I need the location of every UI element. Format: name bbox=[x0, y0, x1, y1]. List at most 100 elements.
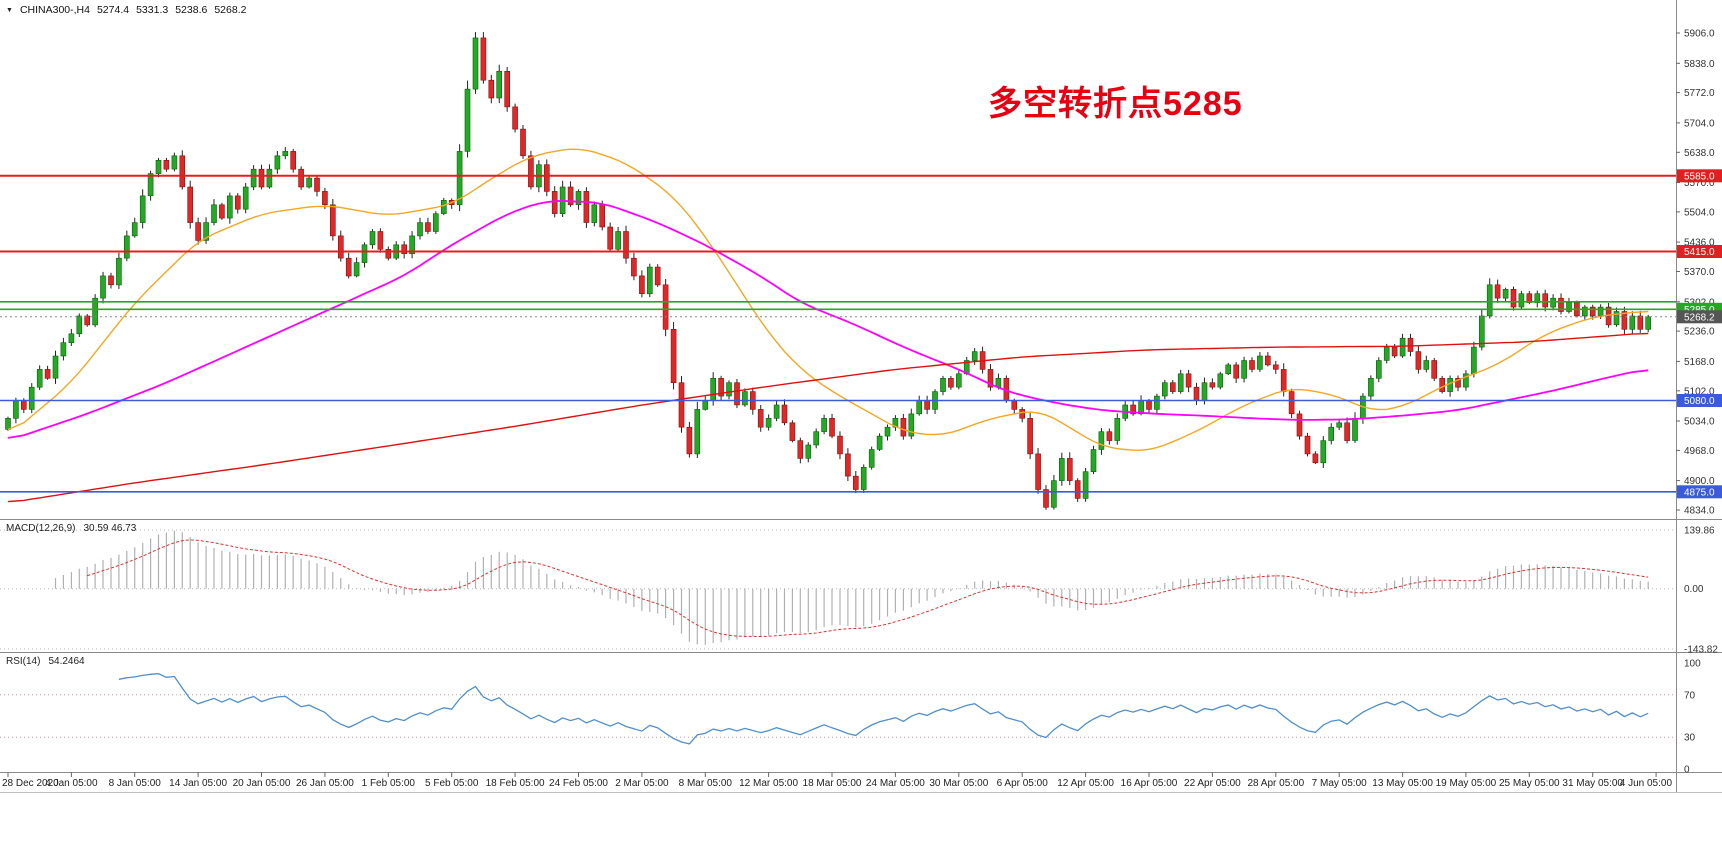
candle bbox=[417, 217, 423, 240]
candle bbox=[615, 227, 621, 251]
time-label: 26 Jan 05:00 bbox=[296, 778, 354, 789]
candle bbox=[322, 187, 328, 210]
candle bbox=[813, 428, 820, 449]
rsi-line bbox=[118, 673, 1649, 745]
candle bbox=[306, 175, 312, 189]
candle bbox=[686, 421, 693, 458]
candle bbox=[646, 263, 653, 298]
candle bbox=[1320, 436, 1327, 468]
candle bbox=[1447, 375, 1453, 397]
candle bbox=[242, 182, 249, 214]
candle bbox=[1043, 485, 1049, 510]
candle bbox=[892, 415, 899, 431]
time-label: 2 Mar 05:00 bbox=[615, 778, 669, 789]
candle bbox=[1589, 304, 1596, 320]
svg-text:4875.0: 4875.0 bbox=[1684, 487, 1715, 498]
candle bbox=[100, 271, 106, 304]
time-label: 25 May 05:00 bbox=[1499, 778, 1560, 789]
time-label: 1 Feb 05:00 bbox=[362, 778, 416, 789]
candle bbox=[282, 147, 289, 160]
candle bbox=[1376, 357, 1382, 383]
candle bbox=[1558, 293, 1564, 315]
time-label: 16 Apr 05:00 bbox=[1121, 778, 1178, 789]
candle bbox=[1352, 412, 1358, 443]
symbol-dropdown-icon[interactable]: ▼ bbox=[6, 6, 13, 14]
candle bbox=[76, 313, 83, 337]
candle bbox=[1471, 341, 1477, 378]
candle bbox=[124, 230, 130, 262]
candle bbox=[876, 433, 883, 451]
candle bbox=[1035, 448, 1041, 494]
svg-text:139.86: 139.86 bbox=[1684, 526, 1715, 537]
time-label: 14 Jan 05:00 bbox=[169, 778, 227, 789]
candle bbox=[187, 180, 193, 229]
rsi-panel: 100 70 30 0 bbox=[0, 659, 1701, 776]
candle bbox=[131, 217, 138, 238]
candle bbox=[369, 229, 376, 249]
candle bbox=[948, 375, 954, 390]
price-axis: 5906.0 5838.0 5772.0 5704.0 5638.0 5570.0 5504… bbox=[1676, 29, 1722, 517]
candle bbox=[1249, 357, 1255, 373]
candle bbox=[694, 401, 701, 458]
symbol-period-label: CHINA300-,H4 bbox=[19, 4, 90, 16]
rsi-indicator-label: RSI(14) 54.2464 bbox=[6, 656, 85, 667]
candle bbox=[92, 294, 98, 328]
candle bbox=[678, 376, 685, 433]
candle bbox=[1059, 452, 1065, 486]
candle bbox=[385, 246, 392, 261]
candle bbox=[702, 396, 709, 411]
candle bbox=[274, 151, 281, 174]
time-label: 20 Jan 05:00 bbox=[233, 778, 291, 789]
candle bbox=[1130, 400, 1136, 416]
candle bbox=[955, 370, 962, 390]
candle bbox=[1368, 375, 1374, 401]
candle bbox=[1336, 419, 1342, 430]
candle bbox=[1067, 452, 1073, 486]
ohlc-open-value: 5274.4 bbox=[96, 4, 130, 16]
svg-text:5570.0: 5570.0 bbox=[1684, 178, 1715, 189]
candle bbox=[916, 395, 923, 416]
chart-annotation-text: 多空转折点5285 bbox=[988, 85, 1243, 123]
candle bbox=[1566, 297, 1572, 314]
time-label: 4 Jan 05:00 bbox=[45, 778, 98, 789]
candle bbox=[1241, 356, 1247, 383]
price-tag: 5415.0 bbox=[1677, 245, 1722, 258]
candle bbox=[1225, 363, 1231, 375]
svg-text:5906.0: 5906.0 bbox=[1684, 29, 1715, 40]
candle bbox=[520, 125, 526, 159]
candle bbox=[36, 365, 43, 390]
candle bbox=[1273, 361, 1279, 374]
candle bbox=[845, 448, 851, 481]
candle bbox=[464, 80, 471, 158]
ma-mid-line bbox=[7, 199, 1649, 439]
time-label: 28 Apr 05:00 bbox=[1247, 778, 1304, 789]
candle bbox=[512, 103, 518, 133]
macd-name: MACD(12,26,9) bbox=[6, 523, 76, 534]
time-label: 24 Mar 05:00 bbox=[866, 778, 925, 789]
candle bbox=[425, 217, 431, 235]
candle bbox=[1463, 370, 1469, 391]
ohlc-close-value: 5268.2 bbox=[214, 4, 247, 16]
candle bbox=[1431, 358, 1437, 382]
candle bbox=[84, 314, 90, 327]
candle bbox=[1542, 289, 1548, 312]
candle bbox=[52, 350, 59, 384]
ohlc-high-value: 5331.3 bbox=[136, 4, 169, 16]
candle bbox=[781, 399, 788, 426]
candle bbox=[432, 211, 439, 234]
rsi-value: 54.2464 bbox=[48, 656, 85, 667]
candle bbox=[440, 197, 447, 216]
candle bbox=[179, 150, 186, 190]
candle bbox=[44, 365, 51, 380]
candle bbox=[1629, 311, 1636, 334]
candle bbox=[1082, 468, 1089, 502]
candle bbox=[1019, 407, 1026, 423]
svg-text:-143.82: -143.82 bbox=[1684, 645, 1718, 656]
candle bbox=[567, 181, 574, 207]
candle bbox=[219, 202, 225, 220]
candle bbox=[1510, 286, 1517, 311]
candle bbox=[298, 166, 304, 190]
svg-text:5102.0: 5102.0 bbox=[1684, 386, 1715, 397]
